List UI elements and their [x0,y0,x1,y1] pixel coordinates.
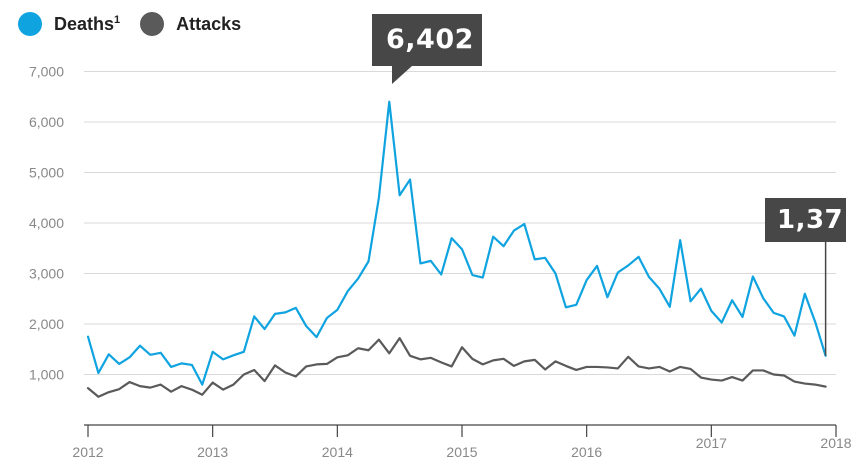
x-tick-label: 2013 [197,444,228,460]
y-tick-label: 4,000 [29,215,64,231]
y-tick-label: 1,000 [29,367,64,383]
y-tick-label: 3,000 [29,266,64,282]
y-tick-label: 6,000 [29,114,64,130]
series-line-deaths [88,102,826,385]
legend-item-attacks: Attacks [140,12,241,36]
x-tick-label: 2015 [446,444,477,460]
series-lines [88,102,826,397]
x-tick-label: 2016 [571,444,602,460]
gridlines [84,72,836,375]
legend-label-attacks: Attacks [176,14,241,35]
y-axis-tick-labels: 1,000 2,000 3,000 4,000 5,000 6,000 7,000 [29,64,64,383]
x-tick-label: 2017 [696,435,727,451]
attacks-swatch [140,12,164,36]
last-value-callout: 1,371 [765,198,846,242]
x-tick-label: 2012 [72,444,103,460]
legend: Deaths1 Attacks [18,12,261,36]
legend-label-deaths: Deaths1 [54,14,120,35]
y-tick-label: 7,000 [29,64,64,80]
x-tick-label: 2018 [820,435,851,451]
series-line-attacks [88,338,826,397]
x-tick-label: 2014 [322,444,353,460]
x-axis: 2012 2013 2014 2015 2016 2017 2018 [72,425,851,460]
y-tick-label: 2,000 [29,316,64,332]
legend-item-deaths: Deaths1 [18,12,120,36]
y-tick-label: 5,000 [29,165,64,181]
deaths-swatch [18,12,42,36]
deaths-footnote-marker: 1 [114,14,120,26]
peak-value-callout: 6,402 [372,14,482,66]
